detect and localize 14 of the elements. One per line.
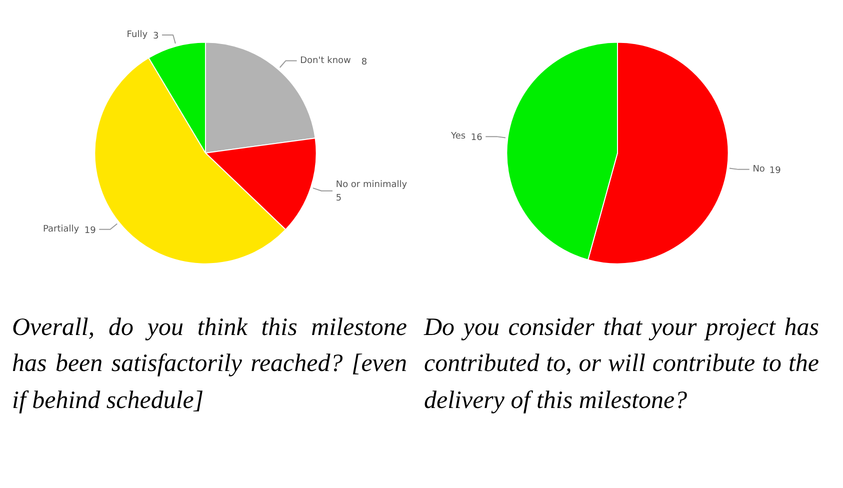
slice-label: No or minimally xyxy=(336,180,408,190)
slice-label: Partially xyxy=(42,224,80,234)
data-label: 3 xyxy=(152,31,159,42)
slice-label: Yes xyxy=(450,132,466,142)
slice-label: No xyxy=(752,164,766,174)
text: Overall, do you think this milestone has been satisfactorily reached? [even if behind schedule] xyxy=(12,313,407,416)
slice-label: Fully xyxy=(126,30,148,40)
data-label: 19 xyxy=(84,226,96,236)
text: Do you consider that your project has contributed to, or will contribute to the delivery of this milestone? xyxy=(424,313,819,416)
data-label: 19 xyxy=(769,166,782,176)
data-label: 5 xyxy=(336,193,342,204)
data-label: 16 xyxy=(470,133,483,144)
slice-label: Don't know xyxy=(300,56,351,66)
data-label: 8 xyxy=(361,57,368,68)
